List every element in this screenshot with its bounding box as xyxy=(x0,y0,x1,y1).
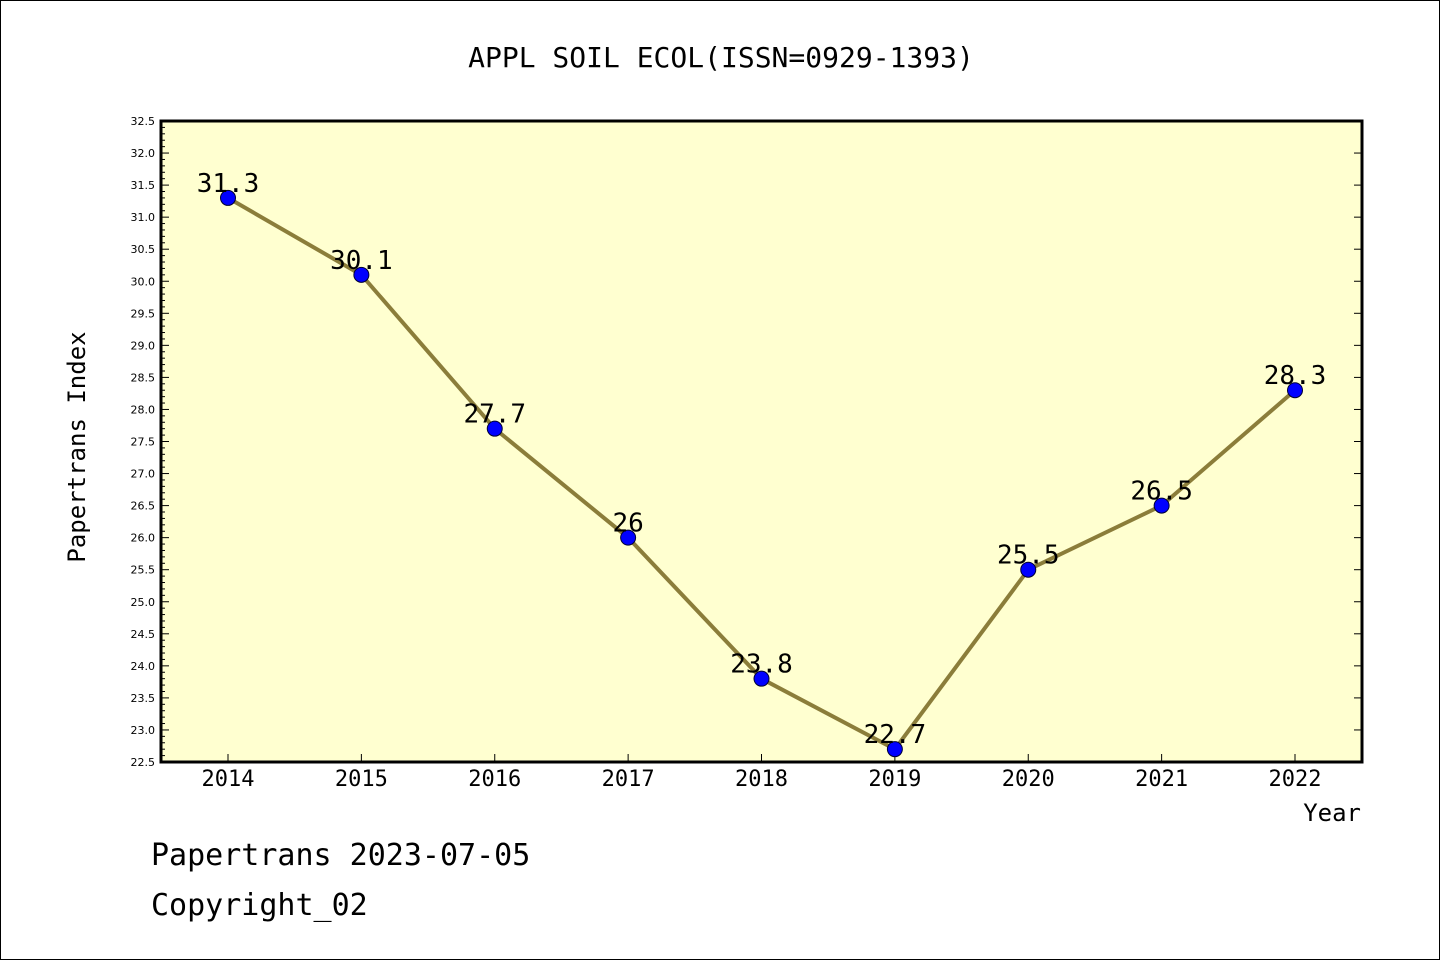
y-tick-label: 26.5 xyxy=(131,500,156,513)
data-labels: 31.3 30.1 27.7 26 23.8 22.7 25.5 26.5 28.3 xyxy=(197,169,1327,750)
y-tick-label: 22.5 xyxy=(131,756,156,769)
data-label: 26 xyxy=(612,509,643,539)
y-tick-label: 27.0 xyxy=(131,468,156,481)
data-point xyxy=(753,670,770,687)
y-tick-label: 25.5 xyxy=(131,564,156,577)
y-tick-label: 23.0 xyxy=(131,724,156,737)
data-point xyxy=(486,420,503,437)
y-tick-label: 28.5 xyxy=(131,371,156,384)
data-markers xyxy=(220,189,1303,758)
y-tick-label: 26.0 xyxy=(131,532,156,545)
data-label: 25.5 xyxy=(997,541,1060,571)
y-tick-label: 24.0 xyxy=(131,660,156,673)
data-label: 22.7 xyxy=(864,720,927,750)
x-axis-ticks: 2014 2015 2016 2017 2018 2019 2020 2021 2022 xyxy=(202,754,1322,792)
data-label: 26.5 xyxy=(1130,477,1193,507)
data-point xyxy=(1153,497,1170,514)
x-tick-label: 2014 xyxy=(202,767,255,792)
data-point xyxy=(1020,561,1037,578)
x-tick-label: 2017 xyxy=(602,767,655,792)
data-label: 27.7 xyxy=(463,400,526,430)
footer-date: Papertrans 2023-07-05 xyxy=(151,838,530,873)
x-axis-label: Year xyxy=(1303,799,1361,827)
y-tick-label: 32.5 xyxy=(131,115,156,128)
y-tick-label: 25.0 xyxy=(131,596,156,609)
y-tick-label: 32.0 xyxy=(131,147,156,160)
y-axis-ticks: 22.5 23.0 23.5 24.0 24.5 25.0 25.5 26.0 26.5 27.0… xyxy=(131,115,1362,769)
data-point xyxy=(220,189,236,206)
chart-title: APPL SOIL ECOL(ISSN=0929-1393) xyxy=(468,41,974,74)
y-tick-label: 30.0 xyxy=(131,275,156,288)
y-tick-label: 23.5 xyxy=(131,692,156,705)
x-tick-label: 2022 xyxy=(1269,767,1322,792)
x-tick-label: 2018 xyxy=(735,767,788,792)
data-point xyxy=(620,529,637,546)
y-tick-label: 29.5 xyxy=(131,307,156,320)
x-tick-label: 2020 xyxy=(1002,767,1055,792)
data-point xyxy=(1287,382,1303,399)
data-label: 23.8 xyxy=(730,650,793,680)
x-tick-label: 2019 xyxy=(868,767,921,792)
y-tick-label: 30.5 xyxy=(131,243,156,256)
data-point xyxy=(353,266,370,283)
x-tick-label: 2021 xyxy=(1135,767,1188,792)
y-tick-label: 27.5 xyxy=(131,436,156,449)
y-axis-label: Papertrans Index xyxy=(63,331,91,562)
data-point xyxy=(886,741,903,758)
y-tick-label: 31.0 xyxy=(131,211,156,224)
footer-copyright: Copyright_02 xyxy=(151,888,368,923)
x-tick-label: 2016 xyxy=(468,767,521,792)
y-tick-label: 31.5 xyxy=(131,179,156,192)
y-tick-label: 24.5 xyxy=(131,628,156,641)
data-label: 30.1 xyxy=(330,246,393,276)
y-tick-label: 29.0 xyxy=(131,339,156,352)
plot-area xyxy=(159,119,1364,764)
x-tick-label: 2015 xyxy=(335,767,388,792)
data-label: 31.3 xyxy=(197,169,260,199)
data-label: 28.3 xyxy=(1264,361,1327,391)
y-tick-label: 28.0 xyxy=(131,403,156,416)
